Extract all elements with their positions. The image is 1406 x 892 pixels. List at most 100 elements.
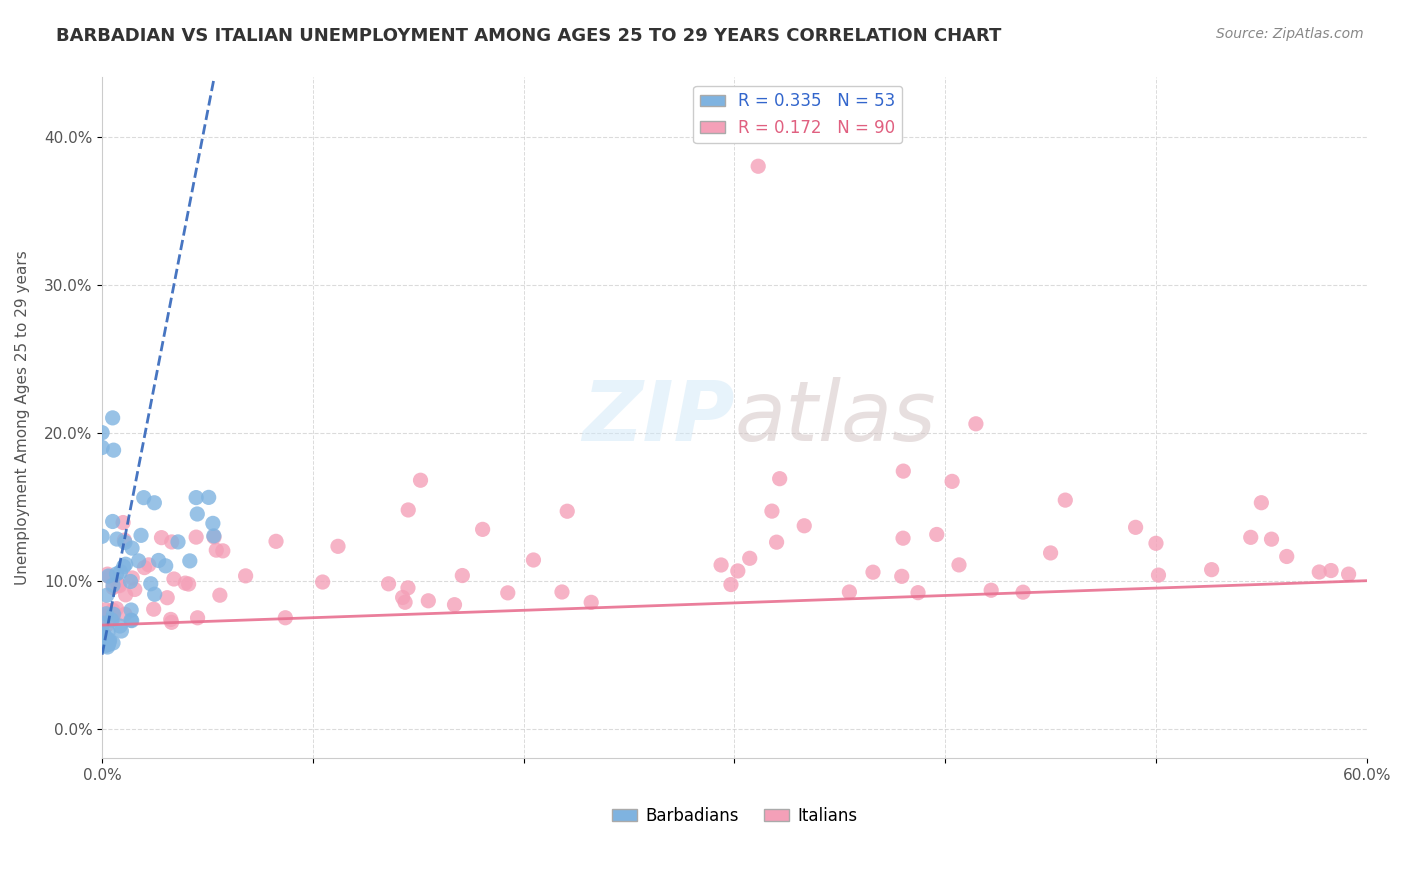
Point (177, 577, 200, 591)
Point (91, 425, 114, 440)
Point (965, 417, 987, 431)
Point (103, 443, 125, 458)
Point (394, 595, 416, 609)
Point (114, 535, 136, 549)
Y-axis label: Unemployment Among Ages 25 to 29 years: Unemployment Among Ages 25 to 29 years (15, 251, 30, 585)
Point (110, 624, 132, 638)
Point (114, 588, 136, 602)
Point (1039, 546, 1062, 560)
Point (96, 632, 118, 647)
Point (522, 553, 544, 567)
Point (274, 611, 297, 625)
Point (160, 535, 183, 549)
Point (765, 535, 787, 549)
Point (891, 464, 914, 478)
Point (396, 581, 419, 595)
Point (451, 568, 474, 582)
Point (838, 585, 860, 599)
Point (235, 569, 257, 583)
Point (187, 611, 209, 625)
Point (1201, 563, 1223, 577)
Point (97, 624, 120, 639)
Point (443, 598, 465, 612)
Point (907, 585, 929, 599)
Point (1125, 520, 1147, 534)
Point (108, 619, 131, 633)
Point (890, 569, 912, 583)
Point (202, 530, 225, 544)
Point (94, 639, 117, 653)
Point (94, 602, 117, 616)
Point (391, 591, 413, 605)
Point (186, 530, 208, 544)
Point (1275, 549, 1298, 564)
Point (91, 608, 114, 623)
Point (326, 539, 349, 553)
Point (418, 594, 440, 608)
Point (134, 560, 156, 574)
Point (163, 572, 186, 586)
Point (769, 472, 792, 486)
Point (167, 535, 190, 549)
Point (761, 504, 783, 518)
Point (156, 591, 179, 605)
Point (100, 611, 122, 625)
Point (96, 640, 118, 654)
Point (100, 613, 122, 627)
Point (97, 569, 120, 583)
Point (91, 529, 114, 543)
Point (159, 612, 181, 626)
Point (197, 491, 219, 505)
Point (107, 577, 129, 591)
Point (138, 558, 160, 572)
Point (201, 516, 224, 531)
Point (98, 632, 121, 647)
Point (93, 628, 115, 642)
Point (941, 475, 963, 489)
Point (1147, 568, 1170, 582)
Point (1012, 585, 1035, 599)
Point (98, 635, 121, 649)
Point (891, 531, 914, 545)
Point (105, 566, 128, 581)
Point (101, 603, 124, 617)
Point (264, 534, 287, 549)
Point (96, 607, 118, 621)
Point (793, 518, 815, 533)
Point (720, 577, 742, 591)
Point (112, 533, 135, 548)
Point (747, 159, 769, 173)
Point (103, 607, 125, 622)
Point (496, 586, 519, 600)
Point (112, 559, 135, 574)
Point (311, 575, 333, 590)
Point (93, 628, 115, 642)
Text: ZIP: ZIP (582, 377, 734, 458)
Point (1260, 532, 1282, 546)
Point (1337, 567, 1360, 582)
Point (471, 522, 494, 536)
Point (1308, 565, 1330, 579)
Point (211, 544, 233, 558)
Point (579, 595, 602, 609)
Text: BARBADIAN VS ITALIAN UNEMPLOYMENT AMONG AGES 25 TO 29 YEARS CORRELATION CHART: BARBADIAN VS ITALIAN UNEMPLOYMENT AMONG … (56, 27, 1001, 45)
Point (96, 588, 118, 602)
Point (143, 496, 166, 510)
Point (105, 601, 128, 615)
Text: Source: ZipAtlas.com: Source: ZipAtlas.com (1216, 27, 1364, 41)
Point (142, 602, 165, 616)
Point (93, 628, 115, 642)
Point (121, 571, 143, 585)
Point (184, 491, 207, 505)
Point (114, 607, 136, 622)
Point (101, 578, 124, 592)
Point (128, 554, 150, 568)
Point (1250, 496, 1272, 510)
Point (160, 615, 183, 630)
Point (862, 565, 884, 579)
Point (107, 578, 129, 592)
Point (1054, 493, 1077, 508)
Point (105, 532, 128, 546)
Point (96, 567, 118, 582)
Point (377, 576, 399, 591)
